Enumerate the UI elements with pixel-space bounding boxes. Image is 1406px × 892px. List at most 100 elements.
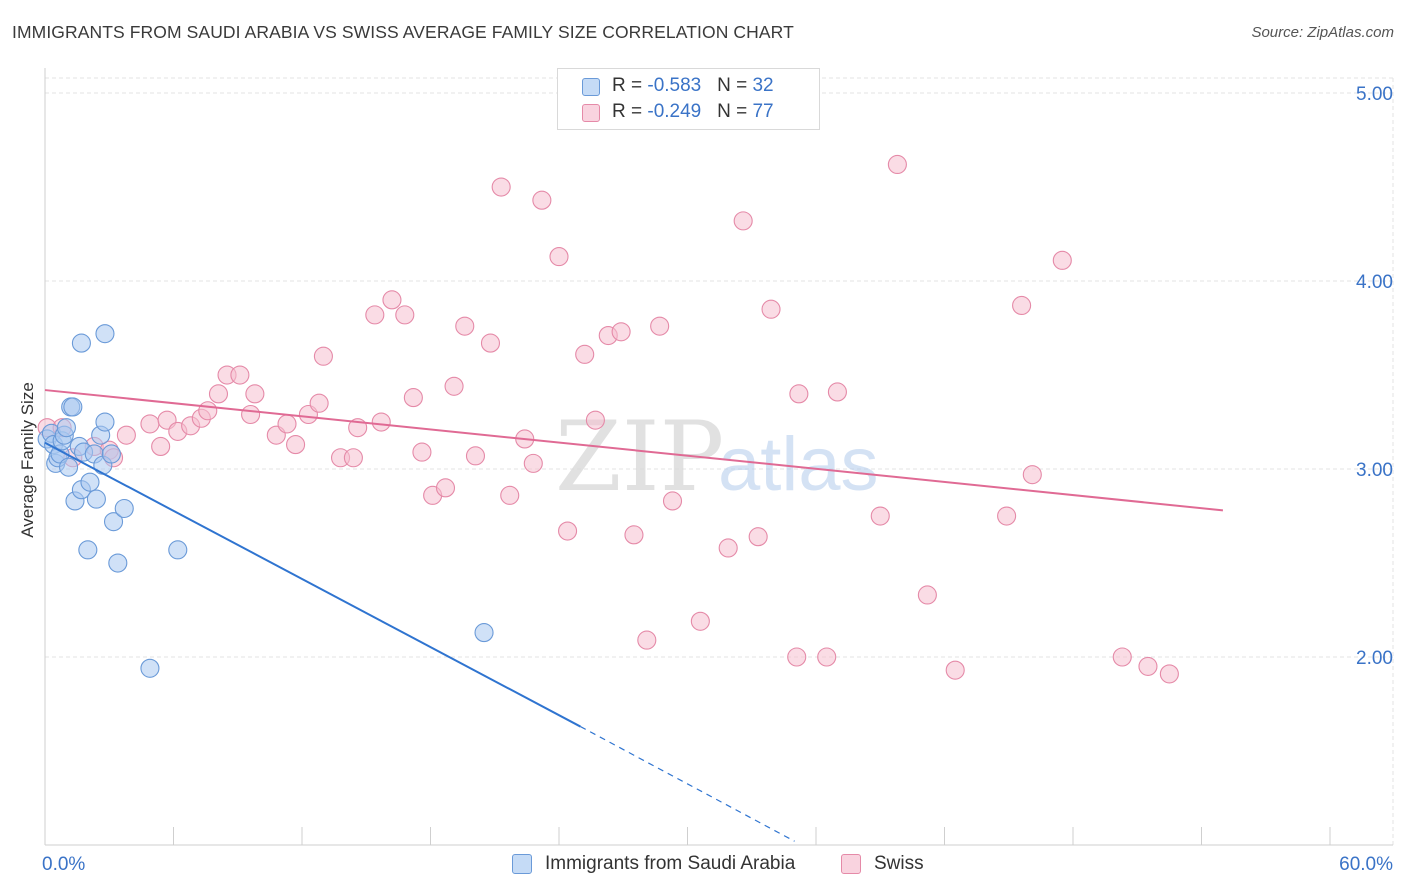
legend-label-swiss: Swiss — [874, 853, 924, 874]
r-value-saudi: -0.583 — [647, 75, 702, 96]
swiss-point-63 — [827, 382, 847, 402]
swiss-point-18 — [245, 384, 265, 404]
saudi-point-30 — [168, 540, 188, 560]
swiss-point-28 — [365, 305, 385, 325]
saudi-point-15 — [71, 333, 91, 353]
swiss-point-51 — [624, 525, 644, 545]
y-axis-label: Average Family Size — [18, 382, 37, 538]
swiss-point-60 — [787, 647, 807, 667]
y-tick-label-3: 5.00 — [1356, 84, 1393, 105]
swiss-point-23 — [309, 393, 329, 413]
swiss-point-37 — [455, 316, 475, 336]
swiss-point-53 — [650, 316, 670, 336]
grid-lines — [45, 77, 1394, 845]
saudi-point-18 — [80, 472, 100, 492]
x-tick-label-1: 60.0% — [1339, 854, 1393, 875]
swiss-point-6 — [116, 425, 136, 445]
swiss-trend-line — [44, 389, 1224, 512]
swiss-point-55 — [690, 611, 710, 631]
swiss-points — [37, 154, 1179, 684]
saudi-point-11 — [63, 397, 83, 417]
swiss-point-13 — [198, 401, 218, 421]
swiss-point-36 — [444, 376, 464, 396]
watermark: ZIP atlas — [555, 401, 879, 513]
saudi-point-25 — [101, 444, 121, 464]
y-tick-labels: 2.00 3.00 4.00 5.00 — [1356, 84, 1393, 669]
correlation-legend: R = -0.583 N = 32 R = -0.249 N = 77 — [557, 68, 820, 130]
swiss-point-8 — [151, 436, 171, 457]
legend-text-saudi: R = -0.583 N = 32 — [612, 75, 774, 96]
swiss-point-65 — [887, 154, 907, 175]
saudi-point-29 — [140, 658, 160, 678]
swiss-point-59 — [761, 299, 781, 319]
x-tick-label-0: 0.0% — [42, 854, 85, 875]
saudi-point-31 — [474, 623, 494, 643]
r-value-swiss: -0.249 — [647, 101, 702, 122]
swiss-point-61 — [789, 384, 809, 404]
swiss-point-14 — [208, 384, 229, 404]
swiss-point-33 — [412, 442, 432, 462]
n-value-saudi: 32 — [752, 75, 774, 96]
swiss-point-69 — [1012, 295, 1032, 316]
trend-lines — [44, 389, 1224, 842]
swiss-point-74 — [1159, 664, 1179, 684]
swiss-point-64 — [870, 506, 890, 526]
y-tick-label-2: 4.00 — [1356, 272, 1393, 293]
swiss-point-57 — [733, 211, 753, 231]
legend-label-saudi: Immigrants from Saudi Arabia — [545, 853, 796, 874]
legend-swatch-blue — [582, 78, 600, 96]
saudi-trend-extension — [580, 726, 795, 842]
swiss-point-73 — [1138, 656, 1158, 676]
saudi-point-26 — [103, 512, 124, 532]
swiss-point-29 — [371, 412, 391, 432]
swiss-point-68 — [997, 506, 1017, 526]
legend-text-swiss: R = -0.249 N = 77 — [612, 101, 774, 122]
swiss-point-16 — [230, 365, 250, 385]
saudi-point-23 — [95, 412, 115, 432]
swiss-point-48 — [585, 410, 605, 430]
swiss-point-17 — [241, 404, 261, 425]
swiss-point-56 — [718, 538, 738, 558]
n-value-swiss: 77 — [752, 101, 774, 122]
legend-swatch-pink — [582, 104, 600, 122]
swiss-point-32 — [403, 388, 423, 408]
swiss-point-47 — [575, 344, 595, 364]
saudi-point-28 — [114, 498, 134, 519]
swiss-point-26 — [343, 448, 363, 468]
swiss-point-20 — [277, 414, 297, 434]
watermark-atlas: atlas — [718, 422, 879, 507]
swiss-point-62 — [817, 647, 837, 667]
swiss-point-46 — [558, 521, 578, 541]
x-tick-labels: 0.0% 60.0% — [42, 854, 1393, 875]
swiss-point-35 — [435, 478, 456, 498]
swiss-point-40 — [491, 177, 511, 197]
swiss-point-70 — [1022, 465, 1042, 485]
saudi-point-17 — [78, 540, 98, 560]
swiss-point-43 — [523, 453, 543, 473]
swiss-point-66 — [917, 585, 937, 605]
saudi-point-24 — [95, 324, 115, 344]
legend-swatch-saudi — [512, 854, 532, 874]
chart-title: IMMIGRANTS FROM SAUDI ARABIA VS SWISS AV… — [12, 22, 794, 42]
legend-swatch-swiss — [841, 854, 861, 874]
saudi-point-9 — [59, 457, 79, 477]
saudi-point-20 — [86, 489, 106, 509]
swiss-point-31 — [395, 305, 415, 325]
swiss-point-52 — [637, 630, 657, 650]
swiss-point-24 — [313, 346, 333, 366]
y-tick-label-0: 2.00 — [1356, 648, 1393, 669]
swiss-point-50 — [611, 322, 631, 342]
saudi-points — [37, 324, 494, 678]
source-label: Source: ZipAtlas.com — [1251, 24, 1394, 41]
swiss-point-58 — [748, 527, 768, 547]
swiss-point-39 — [480, 333, 501, 353]
swiss-point-44 — [532, 190, 552, 210]
swiss-point-7 — [140, 414, 160, 434]
axes — [44, 68, 1393, 846]
saudi-point-27 — [108, 553, 128, 573]
swiss-point-72 — [1112, 647, 1132, 667]
swiss-point-54 — [662, 491, 683, 511]
swiss-point-21 — [286, 435, 306, 455]
swiss-point-41 — [500, 485, 520, 505]
